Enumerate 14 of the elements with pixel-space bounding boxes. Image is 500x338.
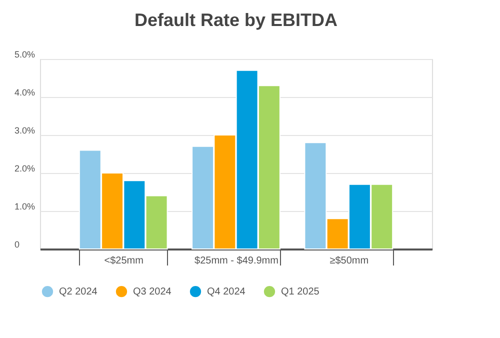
x-tick-label: $25mm - $49.9mm (194, 256, 278, 266)
y-tick-label: 1.0% (14, 202, 36, 212)
y-tick-label: 5.0% (14, 50, 36, 60)
legend-label: Q1 2025 (281, 286, 320, 298)
x-tick-label: <$25mm (104, 256, 144, 266)
x-tick-label: ≥$50mm (330, 256, 369, 266)
y-tick-label: 3.0% (14, 126, 36, 136)
legend-label: Q4 2024 (207, 286, 246, 298)
y-tick-label: 4.0% (14, 88, 36, 98)
legend-label: Q3 2024 (133, 286, 172, 298)
chart-title: Default Rate by EBITDA (134, 10, 338, 30)
y-tick-label: 2.0% (14, 164, 36, 174)
legend-label: Q2 2024 (59, 286, 98, 298)
y-tick-label: 0 (14, 240, 20, 250)
